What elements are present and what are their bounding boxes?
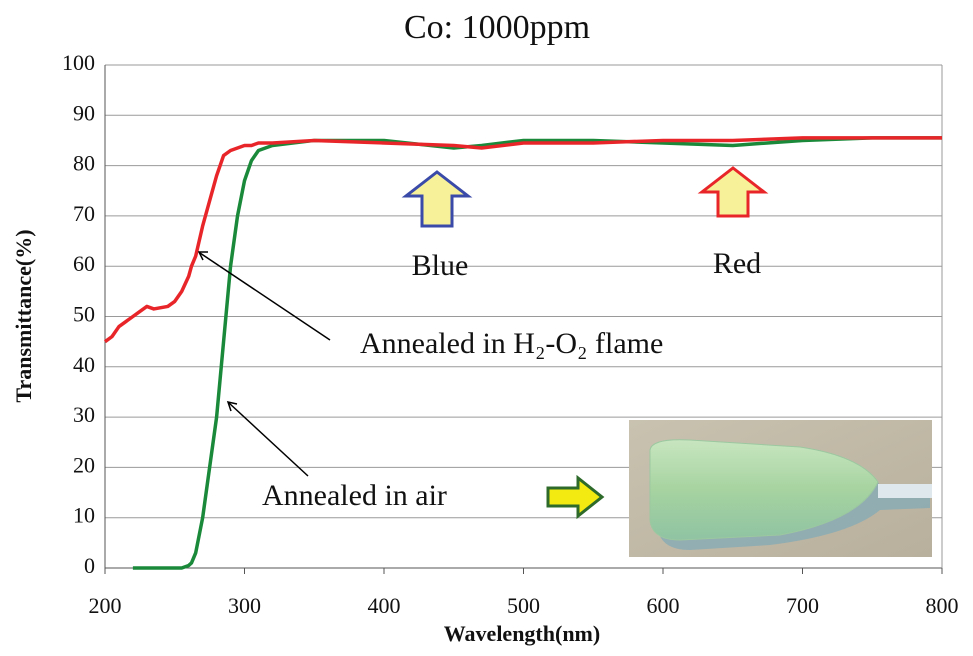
y-tick-label: 30 — [73, 402, 95, 427]
series-line — [105, 138, 942, 342]
y-tick-label: 10 — [73, 503, 95, 528]
annotation: Annealed in air — [262, 479, 447, 512]
chart: Co: 1000ppm Wavelength(nm) Transmittance… — [0, 0, 973, 656]
annotation: Annealed in H₂-O₂ flame — [360, 327, 663, 360]
x-tick-label: 200 — [89, 593, 122, 618]
y-tick-label: 50 — [73, 302, 95, 327]
y-tick-label: 100 — [62, 50, 95, 75]
blue-arrow — [406, 172, 468, 226]
y-axis-label: Transmittance(%) — [11, 229, 36, 402]
annotation: Blue — [412, 249, 469, 282]
x-tick-label: 300 — [228, 593, 261, 618]
y-tick-label: 70 — [73, 201, 95, 226]
chart-title: Co: 1000ppm — [404, 9, 590, 46]
red-arrow — [702, 168, 764, 216]
y-tick-label: 80 — [73, 151, 95, 176]
x-tick-label: 600 — [647, 593, 680, 618]
sample-photo — [629, 420, 932, 557]
annotation-arrows — [199, 252, 330, 476]
x-axis-label: Wavelength(nm) — [444, 621, 600, 646]
y-tick-label: 40 — [73, 352, 95, 377]
x-tick-label: 700 — [786, 593, 819, 618]
air-arrow — [548, 478, 602, 516]
annotation: Red — [713, 247, 761, 280]
page: {"chart_data": {"type": "line", "title":… — [0, 0, 973, 656]
x-tick-label: 500 — [507, 593, 540, 618]
x-tick-label: 400 — [368, 593, 401, 618]
y-tick-label: 90 — [73, 100, 95, 125]
y-tick-label: 0 — [84, 553, 95, 578]
x-tick-label: 800 — [926, 593, 959, 618]
y-tick-label: 20 — [73, 452, 95, 477]
y-tick-label: 60 — [73, 251, 95, 276]
